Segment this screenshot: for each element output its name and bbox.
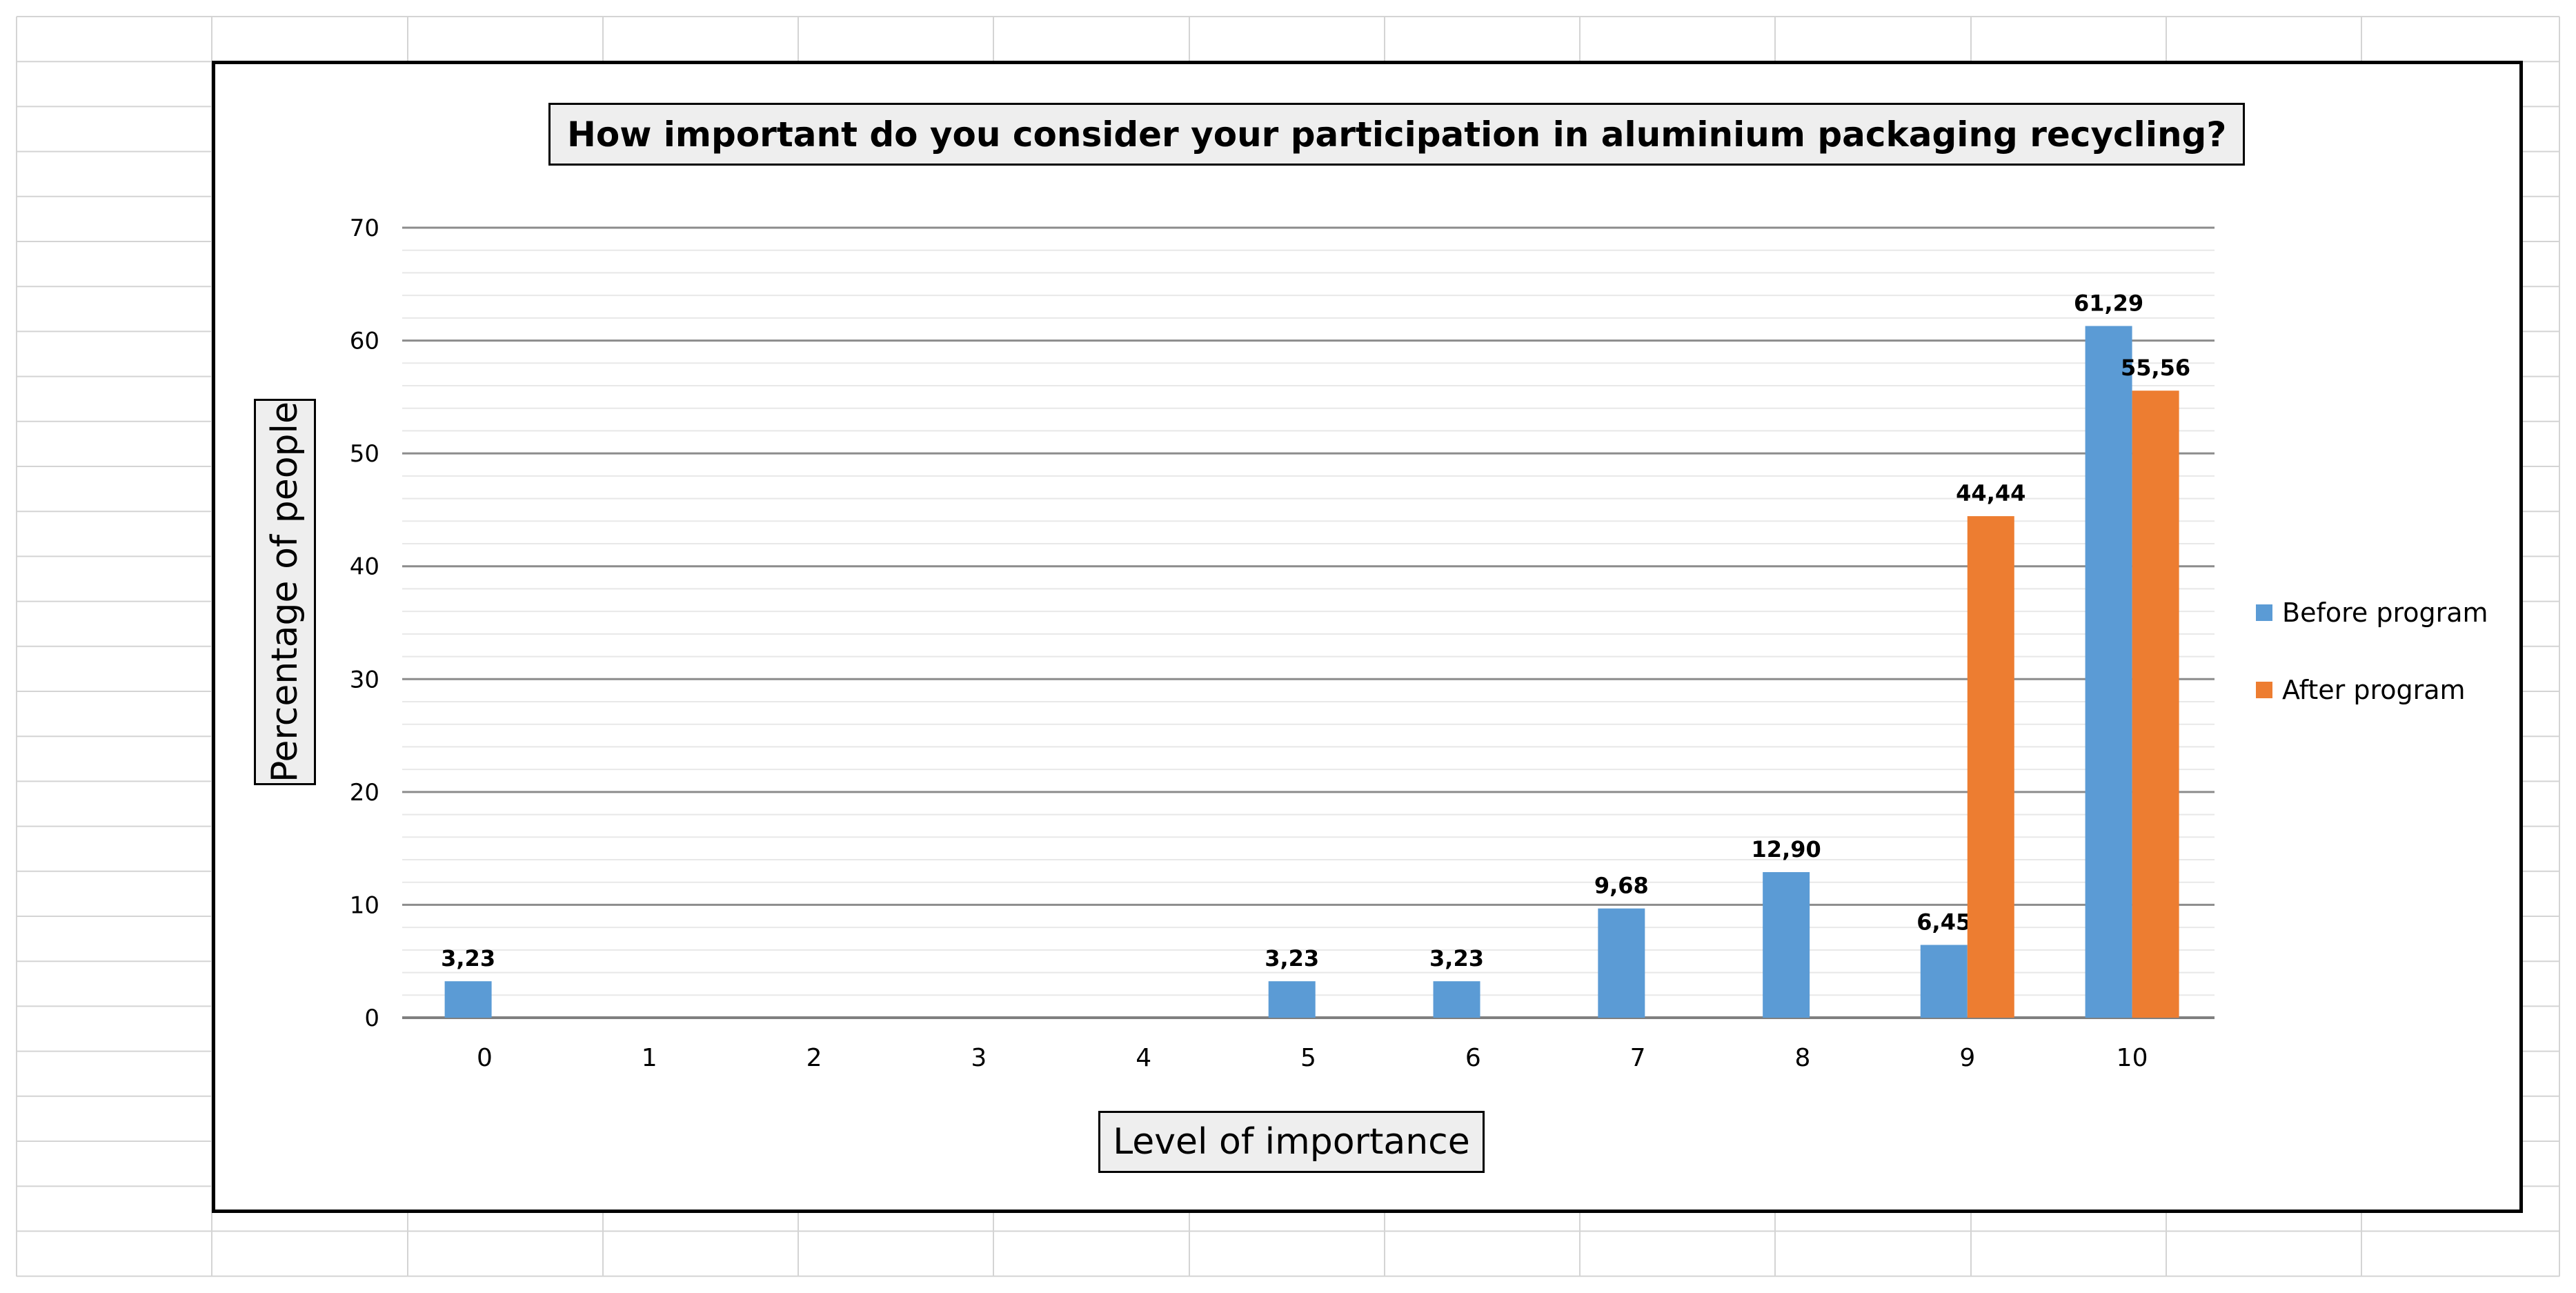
bar xyxy=(1967,516,2014,1018)
x-tick-label: 10 xyxy=(2117,1044,2148,1072)
data-label: 61,29 xyxy=(2074,290,2143,316)
x-tick-label: 4 xyxy=(1136,1044,1151,1072)
data-label: 55,56 xyxy=(2121,355,2190,381)
legend-label-before: Before program xyxy=(2282,598,2488,628)
bar xyxy=(2085,326,2132,1018)
data-label: 12,90 xyxy=(1752,836,1821,862)
y-tick-label: 60 xyxy=(350,328,379,355)
bar xyxy=(1763,871,1810,1018)
y-tick-label: 50 xyxy=(350,440,379,468)
bar xyxy=(2132,391,2179,1018)
legend: Before program After program xyxy=(2256,592,2488,747)
y-tick-label: 10 xyxy=(350,891,379,919)
y-axis-title: Percentage of people xyxy=(264,402,306,782)
data-label: 3,23 xyxy=(1429,945,1484,971)
bar xyxy=(1598,908,1645,1018)
legend-item-before: Before program xyxy=(2256,592,2488,633)
x-tick-label: 2 xyxy=(806,1044,822,1072)
data-label: 44,44 xyxy=(1956,480,2025,506)
legend-item-after: After program xyxy=(2256,669,2488,711)
y-tick-label: 0 xyxy=(364,1005,379,1032)
bar xyxy=(1920,945,1968,1018)
bar xyxy=(1268,981,1316,1018)
x-tick-label: 1 xyxy=(642,1044,657,1072)
x-tick-label: 6 xyxy=(1465,1044,1481,1072)
x-tick-label: 0 xyxy=(477,1044,493,1072)
data-label: 9,68 xyxy=(1594,873,1649,899)
chart-title: How important do you consider your parti… xyxy=(548,103,2246,166)
x-axis-title: Level of importance xyxy=(1098,1111,1485,1173)
x-tick-label: 7 xyxy=(1630,1044,1646,1072)
legend-swatch-after xyxy=(2256,682,2272,698)
bar xyxy=(1433,981,1480,1018)
data-label: 6,45 xyxy=(1916,909,1971,935)
x-tick-label: 5 xyxy=(1300,1044,1316,1072)
x-tick-label: 8 xyxy=(1795,1044,1811,1072)
data-label: 3,23 xyxy=(441,945,495,971)
legend-label-after: After program xyxy=(2282,675,2466,705)
y-tick-label: 70 xyxy=(350,215,379,242)
y-tick-label: 30 xyxy=(350,666,379,693)
bar xyxy=(444,981,492,1018)
x-tick-label: 3 xyxy=(971,1044,987,1072)
legend-swatch-before xyxy=(2256,604,2272,621)
y-tick-label: 40 xyxy=(350,553,379,581)
data-label: 3,23 xyxy=(1265,945,1319,971)
y-axis-title-box: Percentage of people xyxy=(254,399,316,785)
x-tick-label: 9 xyxy=(1959,1044,1975,1072)
y-tick-label: 20 xyxy=(350,779,379,807)
